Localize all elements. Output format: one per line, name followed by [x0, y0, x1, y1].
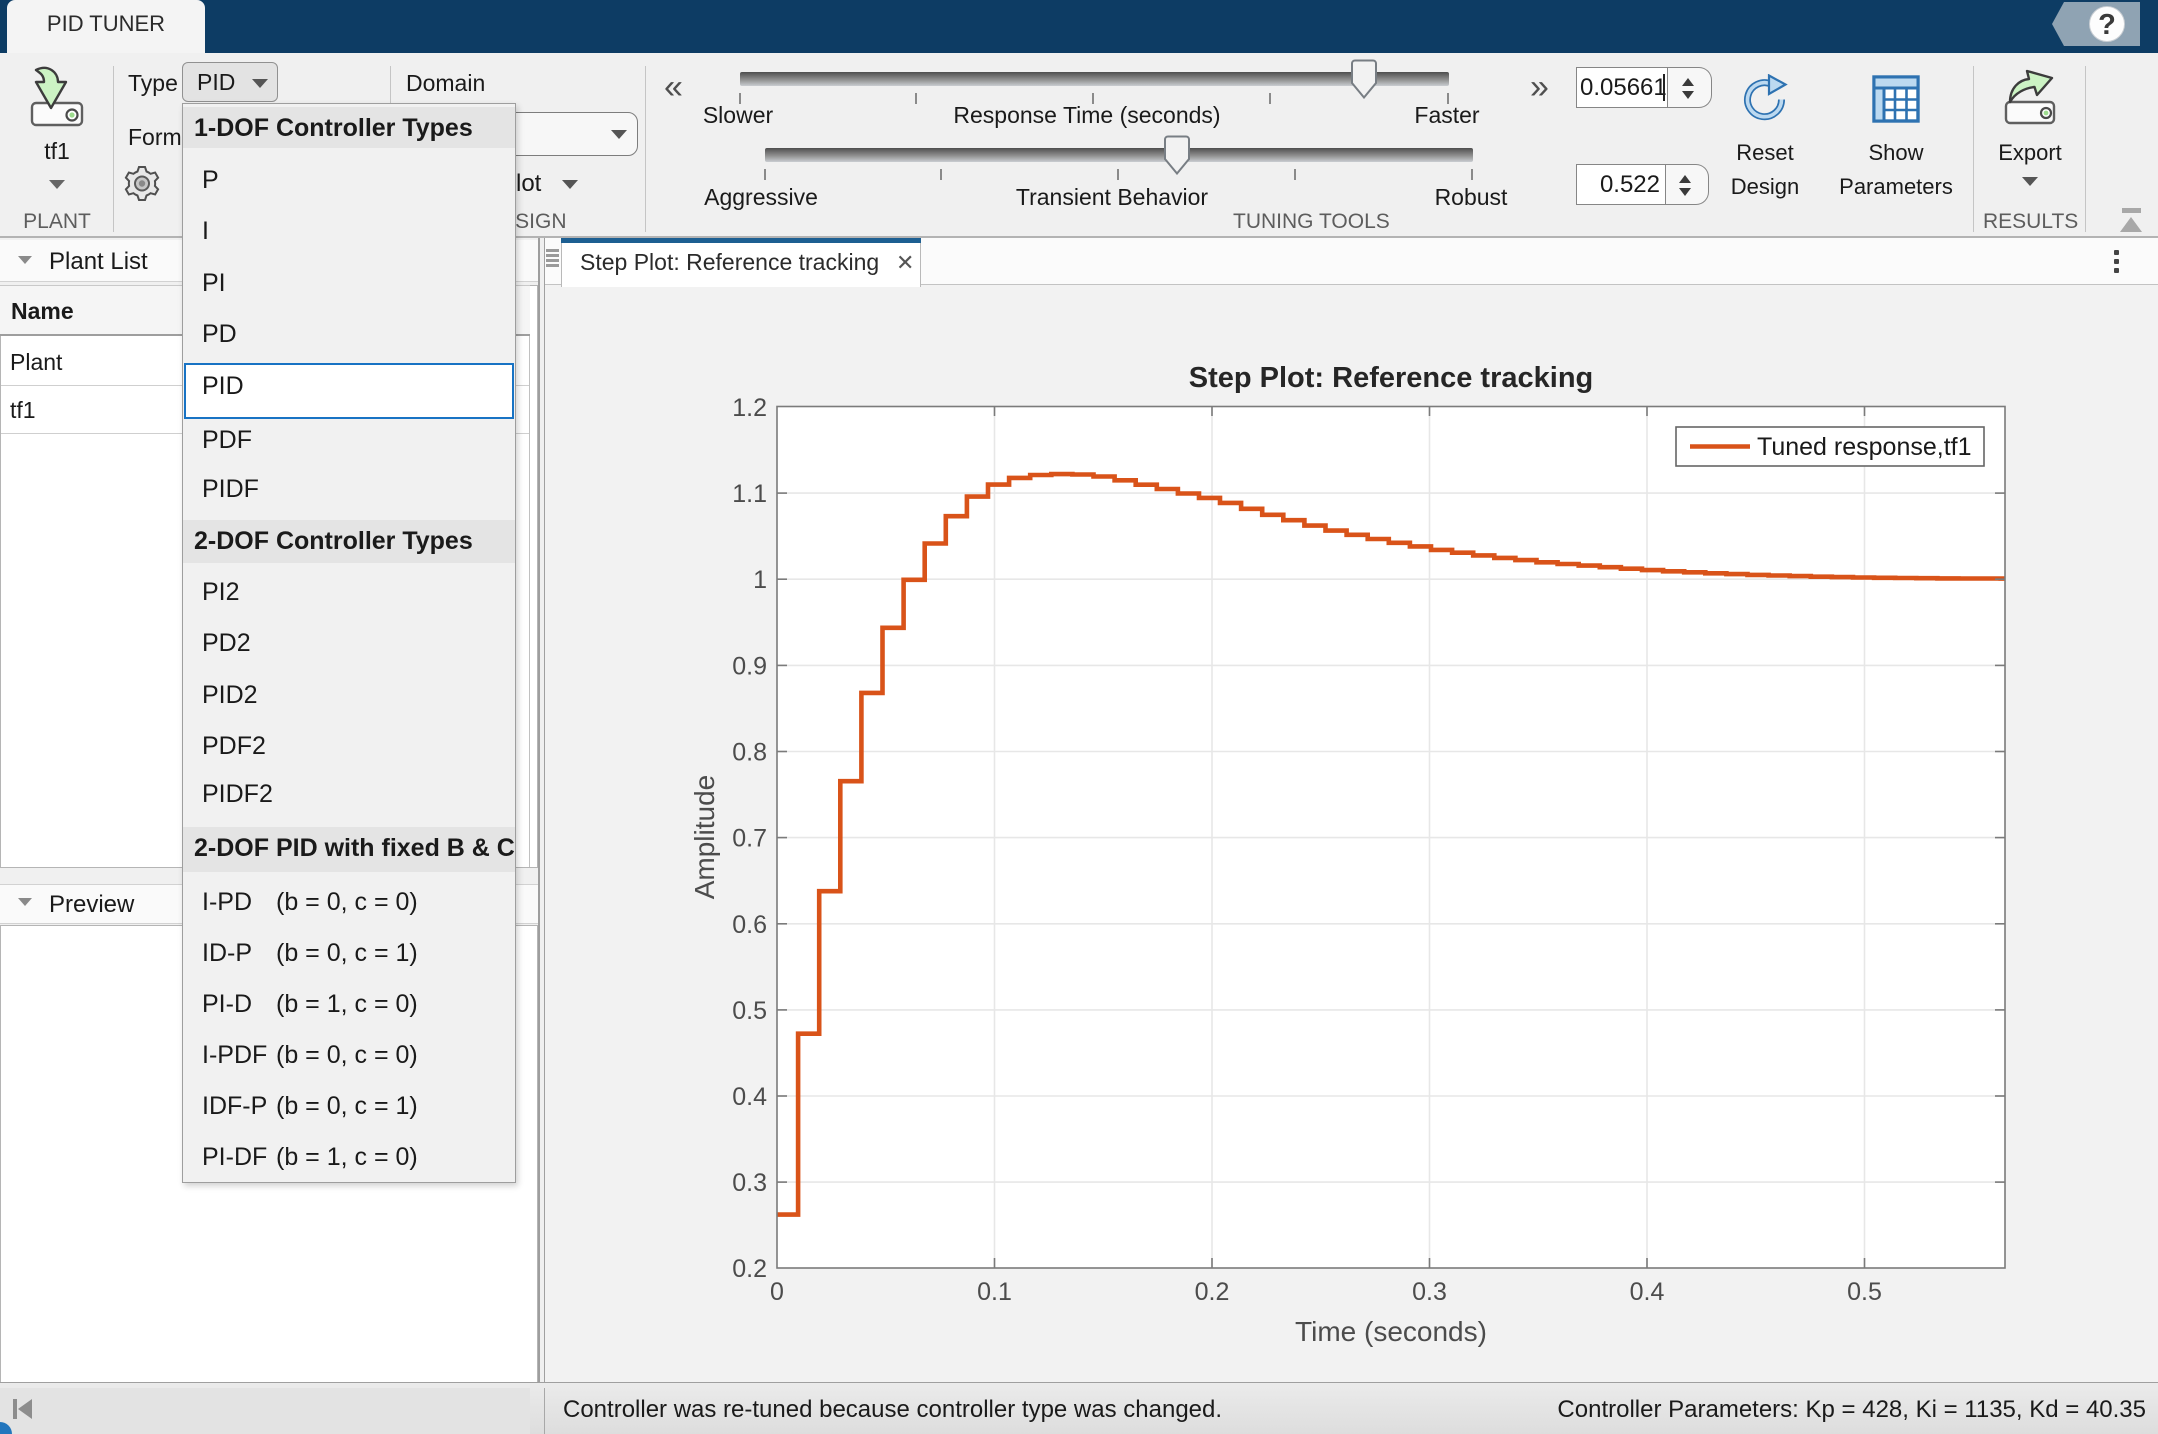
svg-text:1.2: 1.2	[732, 394, 767, 422]
svg-text:1: 1	[753, 566, 767, 594]
svg-text:Tuned response,tf1: Tuned response,tf1	[1757, 433, 1972, 461]
svg-text:0: 0	[770, 1278, 784, 1306]
svg-text:0.1: 0.1	[977, 1278, 1012, 1306]
svg-text:0.4: 0.4	[732, 1083, 767, 1111]
svg-text:0.3: 0.3	[1412, 1278, 1447, 1306]
svg-text:0.6: 0.6	[732, 911, 767, 939]
svg-text:?: ?	[2098, 9, 2116, 41]
svg-text:Time (seconds): Time (seconds)	[1295, 1316, 1487, 1347]
svg-text:0.9: 0.9	[732, 653, 767, 681]
svg-text:0.8: 0.8	[732, 739, 767, 767]
svg-text:0.3: 0.3	[732, 1169, 767, 1197]
svg-text:Step Plot: Reference tracking: Step Plot: Reference tracking	[1189, 362, 1594, 394]
svg-text:1.1: 1.1	[732, 480, 767, 508]
svg-text:Amplitude: Amplitude	[689, 775, 720, 900]
svg-text:0.2: 0.2	[1195, 1278, 1230, 1306]
svg-text:0.5: 0.5	[1847, 1278, 1882, 1306]
svg-text:0.4: 0.4	[1630, 1278, 1665, 1306]
svg-text:0.7: 0.7	[732, 825, 767, 853]
svg-text:0.2: 0.2	[732, 1255, 767, 1283]
svg-text:0.5: 0.5	[732, 997, 767, 1025]
